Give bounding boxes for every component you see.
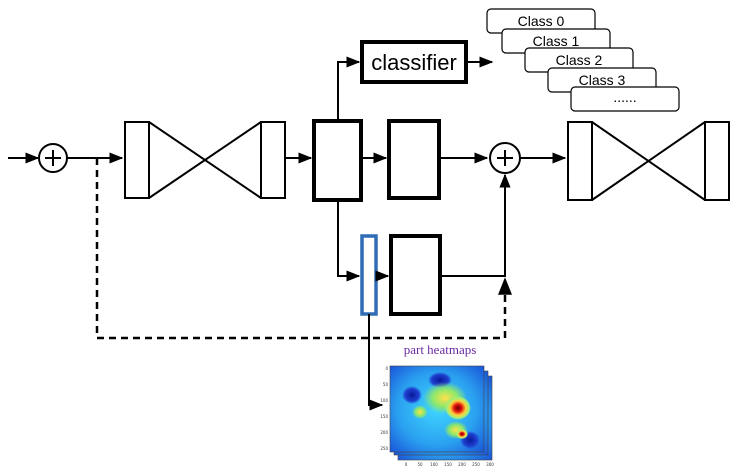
heatmap-layer-1 bbox=[389, 365, 485, 453]
feature-block bbox=[312, 119, 363, 202]
conv-block-3 bbox=[389, 234, 442, 316]
y-tick: 0 bbox=[385, 366, 388, 371]
part-heatmaps: part heatmaps 0 50 100 150 200 250 bbox=[380, 340, 506, 471]
hourglass-block-2 bbox=[567, 121, 730, 201]
class-label-more: ...... bbox=[613, 89, 636, 105]
attention-to-heatmaps-arrow bbox=[368, 314, 384, 411]
class-label-0: Class 0 bbox=[518, 13, 565, 29]
y-tick: 150 bbox=[380, 414, 388, 419]
heatmap-x-ticks: 0 50 100 150 200 250 300 bbox=[405, 462, 495, 467]
y-tick: 250 bbox=[380, 446, 388, 451]
hourglass-block-1 bbox=[124, 121, 286, 199]
x-tick: 50 bbox=[417, 462, 423, 467]
heatmaps-title: part heatmaps bbox=[404, 342, 477, 357]
x-tick: 100 bbox=[430, 462, 438, 467]
branch-to-classifier bbox=[337, 56, 361, 121]
x-tick: 150 bbox=[444, 462, 452, 467]
y-tick: 200 bbox=[380, 430, 388, 435]
y-tick: 50 bbox=[383, 382, 389, 387]
classifier-label: classifier bbox=[371, 50, 457, 75]
conv-block-2 bbox=[387, 119, 441, 200]
block3-to-sum-arrow bbox=[440, 173, 511, 277]
attention-box bbox=[360, 234, 378, 316]
sum-node-input bbox=[38, 143, 68, 173]
x-tick: 200 bbox=[458, 462, 466, 467]
class-label-2: Class 2 bbox=[556, 52, 603, 68]
y-tick: 100 bbox=[380, 398, 388, 403]
sum-node-main bbox=[489, 142, 521, 174]
heatmap-y-ticks: 0 50 100 150 200 250 bbox=[380, 366, 388, 451]
class-stack: Class 0 Class 1 Class 2 Class 3 ...... bbox=[486, 8, 680, 112]
branch-to-attention bbox=[337, 200, 361, 282]
x-tick: 250 bbox=[472, 462, 480, 467]
class-label-1: Class 1 bbox=[533, 33, 580, 49]
skip-connection-dashed bbox=[95, 158, 512, 340]
class-card-more bbox=[570, 86, 680, 112]
x-tick: 300 bbox=[486, 462, 494, 467]
x-tick: 0 bbox=[405, 462, 408, 467]
class-label-3: Class 3 bbox=[579, 72, 626, 88]
classifier-box bbox=[360, 40, 468, 84]
